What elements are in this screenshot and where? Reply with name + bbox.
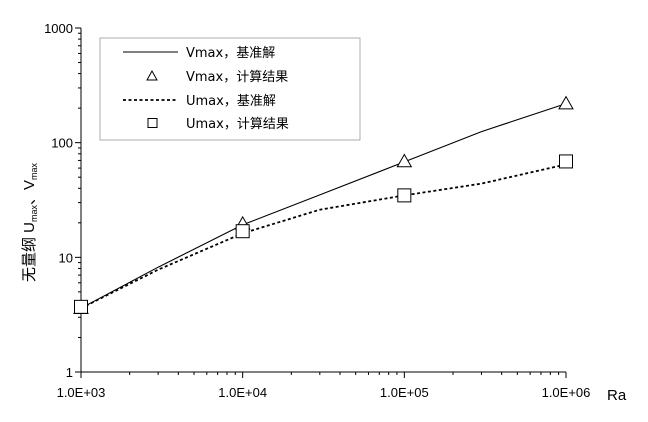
square-point — [559, 154, 573, 169]
legend-label: Umax，基准解 — [186, 94, 276, 109]
square-point — [74, 299, 88, 314]
y-tick-label: 10 — [59, 250, 73, 265]
legend-label: Umax，计算结果 — [186, 117, 289, 132]
series-layer — [73, 95, 574, 314]
square-point — [235, 224, 250, 239]
legend-symbol — [147, 118, 158, 128]
square-point — [397, 188, 412, 203]
axes: 1.0E+03 1.0E+04 1.0E+05 1.0E+06 1 10 100 1000 — [44, 21, 590, 400]
x-tick-label: 1.0E+03 — [57, 385, 106, 400]
x-tick-label: 1.0E+04 — [218, 385, 267, 400]
legend-box — [99, 37, 361, 141]
legend-label: Vmax，基准解 — [186, 46, 275, 61]
y-tick-label: 1 — [66, 365, 73, 380]
legend-symbol — [146, 69, 158, 81]
series-line-0 — [80, 103, 567, 309]
triangle-point — [558, 95, 574, 110]
triangle-point — [396, 153, 413, 168]
y-tick-label: 100 — [51, 136, 73, 151]
x-tick-label: 1.0E+06 — [542, 385, 591, 400]
legend-label: Vmax，计算结果 — [186, 70, 288, 85]
series-line-2 — [80, 163, 567, 310]
x-tick-label: 1.0E+05 — [380, 385, 429, 400]
y-tick-label: 1000 — [44, 21, 73, 36]
legend: Vmax，基准解 Vmax，计算结果 Umax，基准解 Umax，计算结果 — [99, 37, 361, 141]
x-axis-label: Ra — [607, 387, 627, 404]
y-axis-label: 无量纲 Umax、Vmax — [21, 162, 39, 282]
